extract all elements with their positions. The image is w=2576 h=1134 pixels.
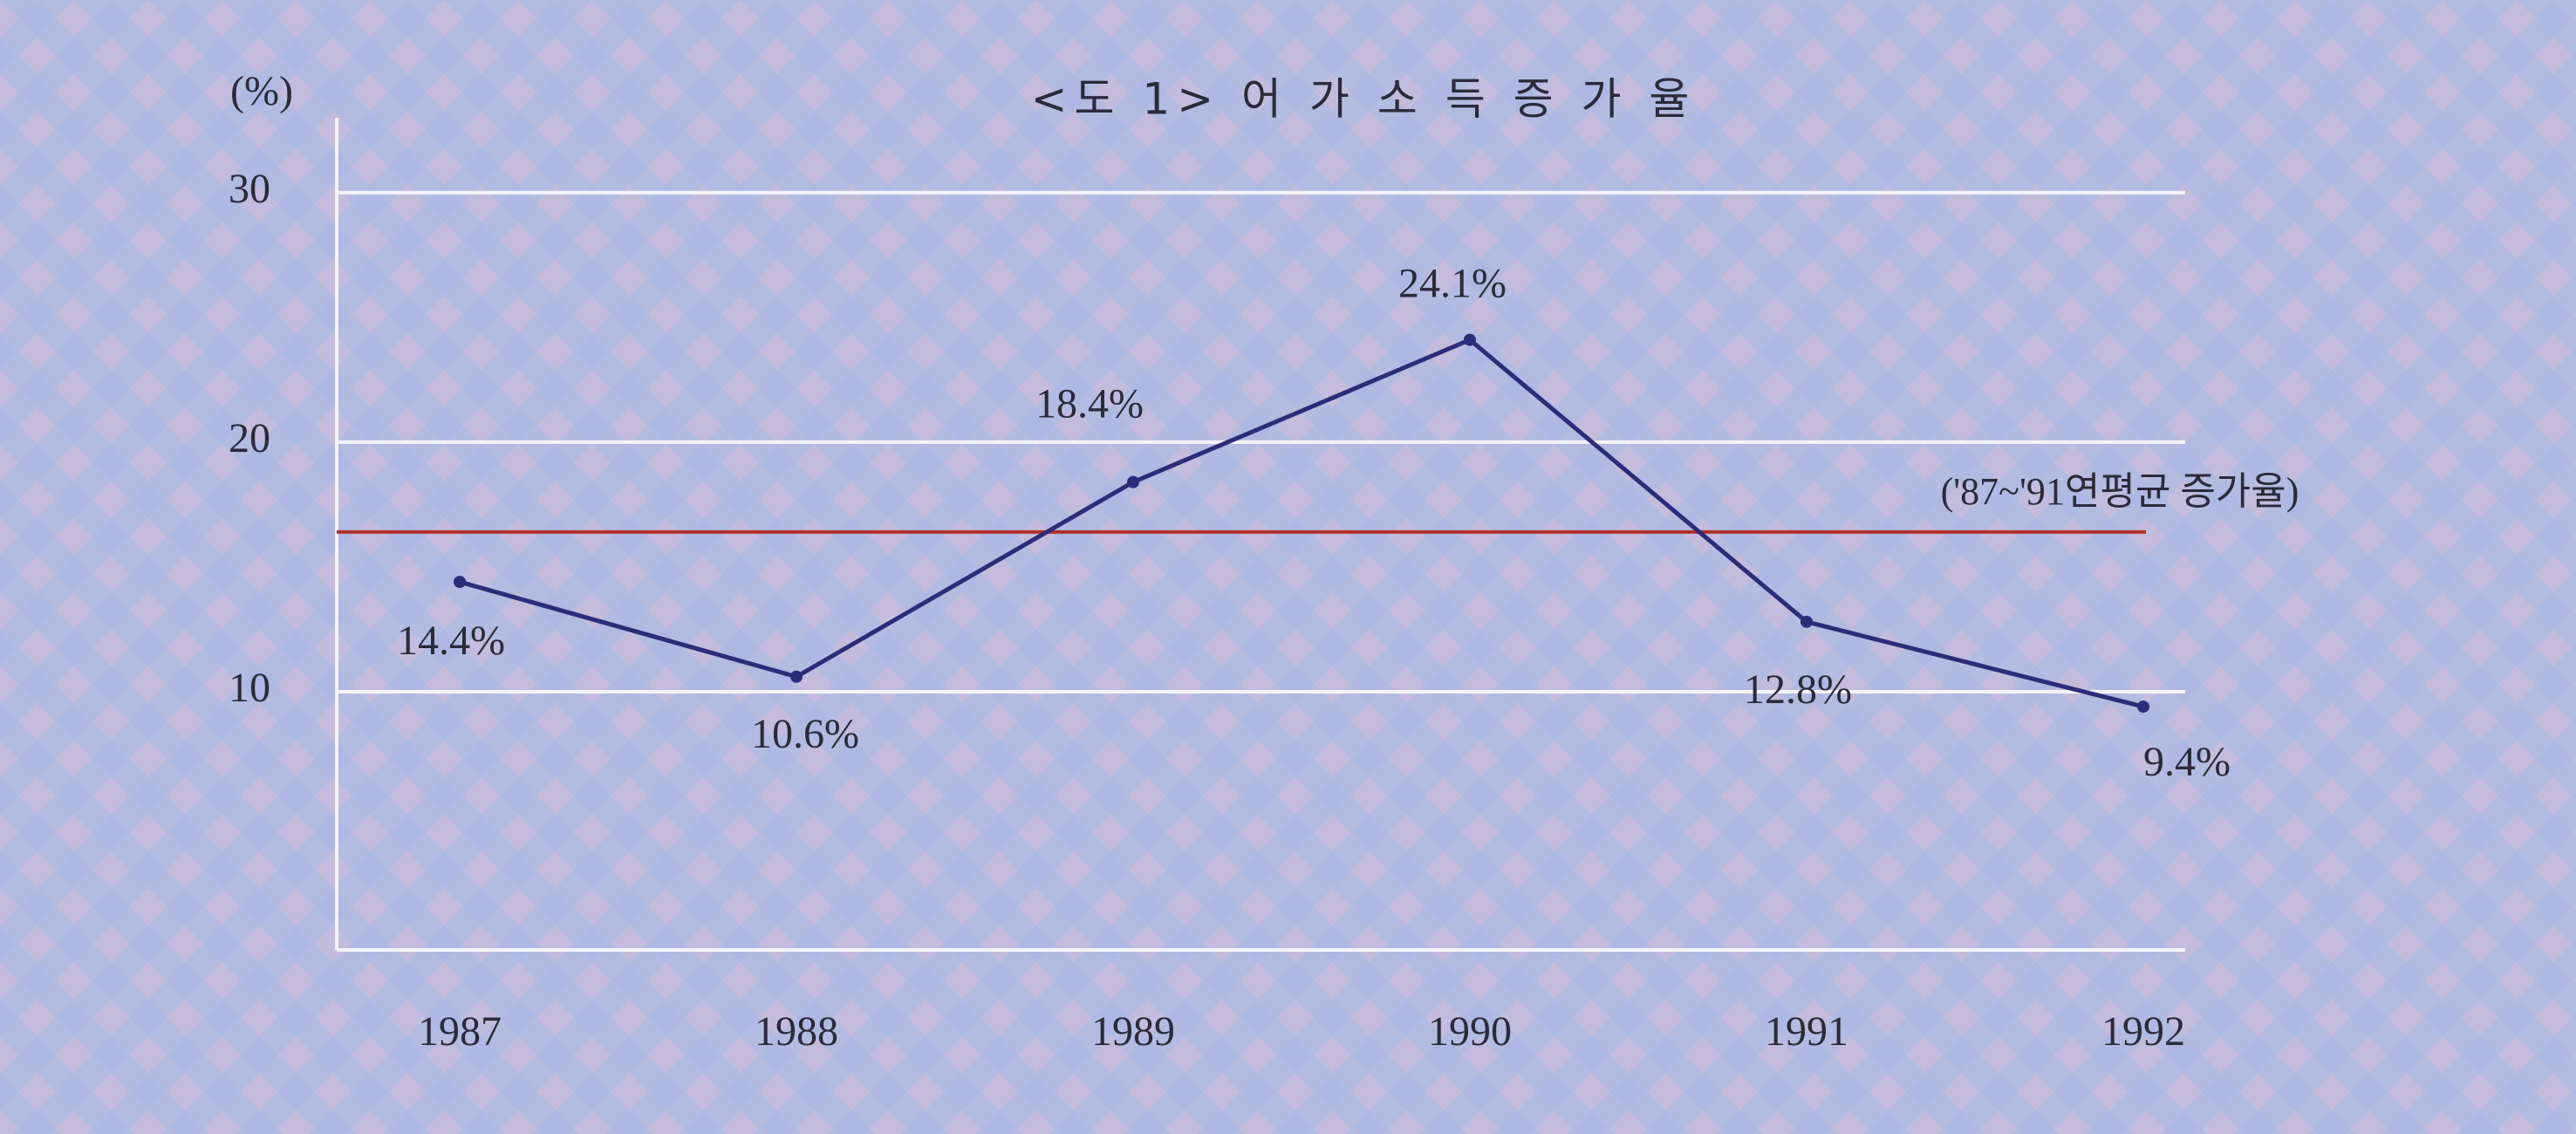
data-point xyxy=(1800,615,1813,628)
data-label: 12.8% xyxy=(1744,666,1852,713)
x-tick-label: 1990 xyxy=(1428,1008,1512,1055)
data-label: 9.4% xyxy=(2143,739,2231,785)
data-point xyxy=(454,576,466,589)
chart-title: <도 1> 어 가 소 득 증 가 율 xyxy=(1031,74,1697,125)
data-label: 18.4% xyxy=(1035,381,1144,427)
data-point xyxy=(2137,700,2149,714)
x-tick-label: 1991 xyxy=(1765,1008,1848,1055)
x-tick-label: 1988 xyxy=(755,1008,838,1055)
y-tick-label: 10 xyxy=(229,665,270,711)
data-label: 10.6% xyxy=(751,711,859,757)
data-label: 14.4% xyxy=(397,618,505,664)
y-tick-label: 30 xyxy=(229,166,270,212)
data-point xyxy=(1127,475,1139,488)
x-tick-label: 1989 xyxy=(1091,1008,1175,1055)
data-point xyxy=(790,670,803,683)
data-label: 24.1% xyxy=(1398,261,1507,307)
data-point xyxy=(1464,333,1476,346)
y-tick-label: 20 xyxy=(229,415,270,461)
data-line xyxy=(459,337,2144,709)
y-axis-label: (%) xyxy=(230,68,293,114)
reference-label: ('87~'91연평균 증가율) xyxy=(1941,470,2299,513)
x-tick-label: 1987 xyxy=(418,1008,502,1055)
x-tick-label: 1992 xyxy=(2101,1008,2185,1055)
